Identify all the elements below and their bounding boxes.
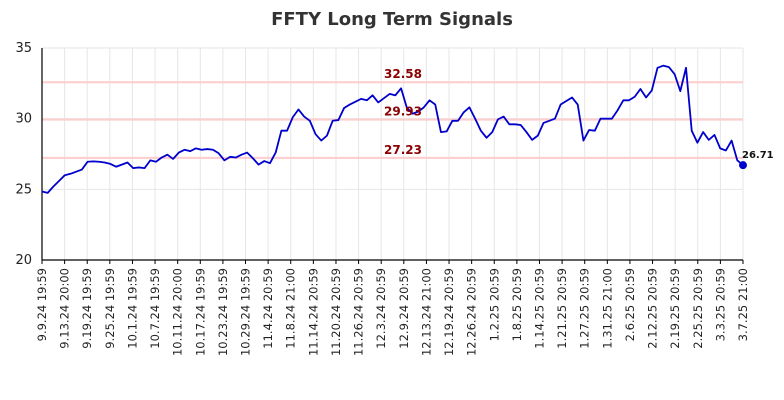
x-tick-label: 10.7.24 19:59	[148, 268, 162, 349]
x-tick-label: 3.7.25 21:00	[736, 268, 750, 341]
x-tick-label: 2.19.25 20:59	[668, 268, 682, 349]
x-tick-label: 1.31.25 21:00	[600, 268, 614, 349]
x-tick-label: 10.23.24 19:59	[216, 268, 230, 356]
x-tick-label: 12.3.24 20:59	[374, 268, 388, 349]
x-tick-label: 9.19.24 19:59	[80, 268, 94, 349]
x-tick-label: 9.9.24 19:59	[35, 268, 49, 341]
x-tick-label: 11.8.24 21:00	[284, 268, 298, 349]
x-tick-label: 12.13.24 21:00	[419, 268, 433, 356]
x-tick-label: 9.13.24 20:00	[58, 268, 72, 349]
series-line	[41, 64, 744, 194]
last-value-label: 26.71	[742, 150, 774, 161]
x-tick-label: 1.8.25 20:59	[510, 268, 524, 341]
x-tick-label: 11.26.24 20:59	[352, 268, 366, 356]
x-tick-label: 3.3.25 20:59	[713, 268, 727, 341]
signal-label: 32.58	[384, 67, 422, 81]
signal-label: 29.93	[384, 105, 422, 119]
x-tick-label: 12.19.24 20:59	[442, 268, 456, 356]
x-tick-label: 10.1.24 19:59	[125, 268, 139, 349]
x-tick-label: 12.9.24 20:59	[397, 268, 411, 349]
x-tick-label: 2.25.25 20:59	[691, 268, 705, 349]
y-tick-label: 20	[15, 253, 32, 268]
series-layer	[41, 64, 747, 194]
x-tick-label: 1.14.25 20:59	[532, 268, 546, 349]
y-tick-label: 30	[15, 112, 32, 127]
y-tick-label: 25	[15, 182, 32, 197]
last-point-marker	[739, 161, 747, 170]
x-tick-label: 1.27.25 20:59	[578, 268, 592, 349]
chart-title: FFTY Long Term Signals	[271, 9, 513, 30]
x-tick-label: 1.2.25 20:59	[487, 268, 501, 341]
x-tick-label: 10.17.24 19:59	[193, 268, 207, 356]
label-layer: 32.58 29.93 27.23 26.71	[384, 67, 774, 161]
x-tick-label: 11.14.24 20:59	[306, 268, 320, 356]
x-tick-label: 10.29.24 19:59	[239, 268, 253, 356]
x-tick-label: 2.12.25 20:59	[646, 268, 660, 349]
x-tick-label: 9.25.24 19:59	[103, 268, 117, 349]
x-tick-label: 12.26.24 20:59	[465, 268, 479, 356]
x-tick-label: 2.6.25 20:59	[623, 268, 637, 341]
axes: 20 25 30 35 9.9.24 19:59 9.13.24 20:00 9.19.24…	[15, 41, 750, 356]
x-tick-label: 11.4.24 20:59	[261, 268, 275, 349]
signal-label: 27.23	[384, 143, 422, 157]
x-tick-label: 11.20.24 20:59	[329, 268, 343, 356]
y-tick-label: 35	[15, 41, 32, 56]
signal-lines	[42, 81, 743, 159]
x-tick-label: 1.21.25 20:59	[555, 268, 569, 349]
x-tick-label: 10.11.24 20:00	[171, 268, 185, 356]
